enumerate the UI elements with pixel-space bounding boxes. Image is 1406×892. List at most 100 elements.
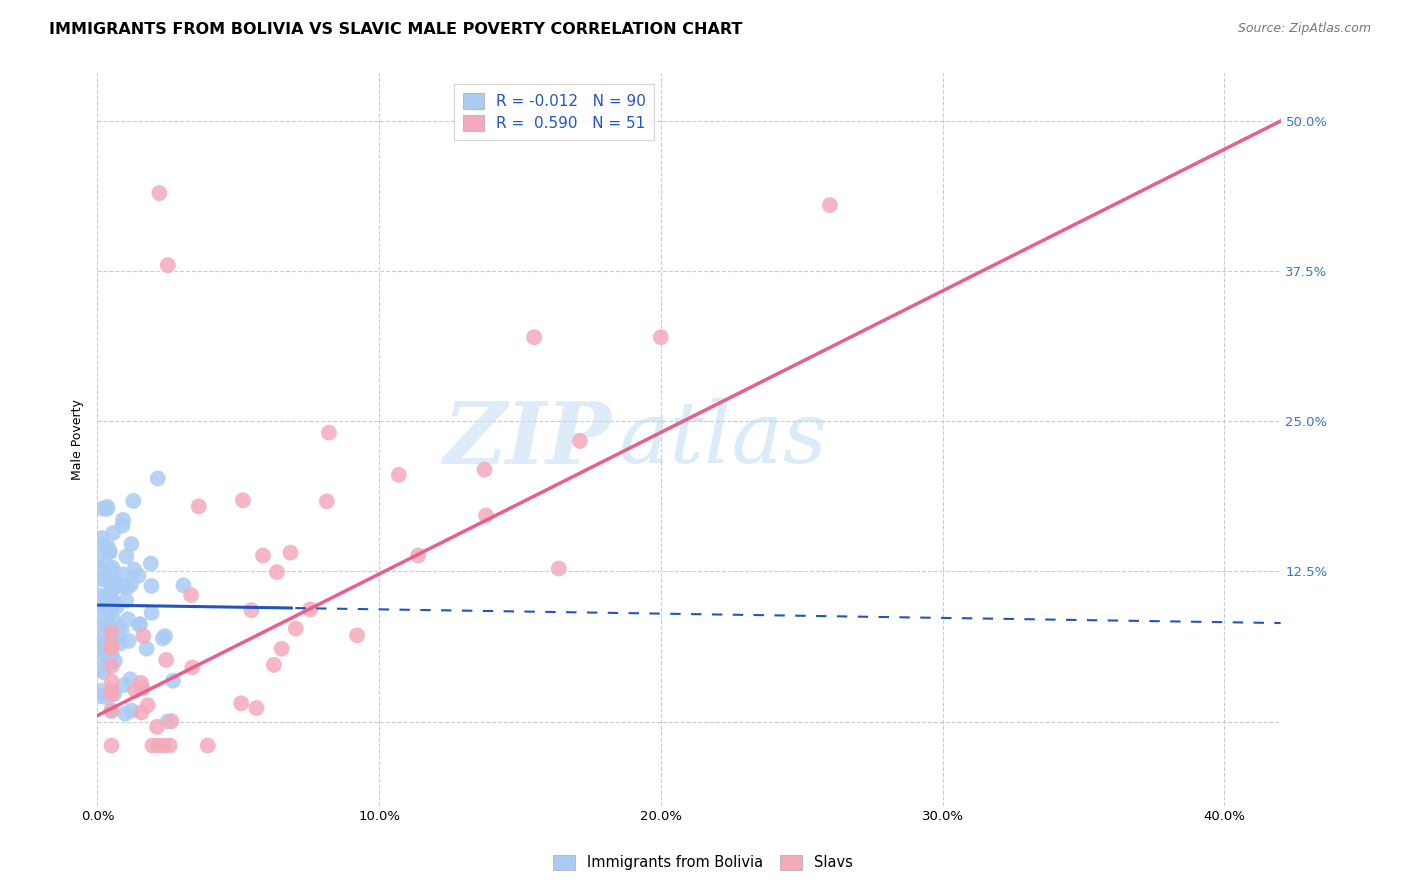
Legend: R = -0.012   N = 90, R =  0.590   N = 51: R = -0.012 N = 90, R = 0.590 N = 51 <box>454 84 654 140</box>
Point <box>523 330 546 344</box>
Legend: Immigrants from Bolivia, Slavs: Immigrants from Bolivia, Slavs <box>546 847 860 878</box>
Point <box>97 540 120 554</box>
Point <box>104 654 127 668</box>
Point <box>818 198 841 212</box>
Point <box>100 687 122 701</box>
Point <box>122 563 145 577</box>
Point <box>128 617 150 632</box>
Point <box>101 560 124 574</box>
Point <box>91 650 114 665</box>
Text: IMMIGRANTS FROM BOLIVIA VS SLAVIC MALE POVERTY CORRELATION CHART: IMMIGRANTS FROM BOLIVIA VS SLAVIC MALE P… <box>49 22 742 37</box>
Point <box>139 557 162 571</box>
Point <box>160 714 183 729</box>
Point <box>100 574 122 588</box>
Point <box>87 588 110 602</box>
Point <box>156 258 179 272</box>
Point <box>103 687 125 701</box>
Point <box>115 549 138 564</box>
Point <box>120 537 142 551</box>
Point <box>101 583 124 598</box>
Point <box>162 673 184 688</box>
Point <box>94 601 117 615</box>
Point <box>103 622 125 636</box>
Point <box>105 599 128 614</box>
Point <box>90 573 112 587</box>
Point <box>91 501 114 516</box>
Point <box>98 545 121 559</box>
Point <box>111 567 134 582</box>
Point <box>231 696 253 710</box>
Point <box>120 673 142 687</box>
Point <box>93 618 115 632</box>
Point <box>94 599 117 614</box>
Point <box>101 648 124 663</box>
Point <box>100 659 122 673</box>
Point <box>124 683 146 698</box>
Point <box>93 665 115 680</box>
Point <box>100 625 122 640</box>
Point <box>252 549 274 563</box>
Point <box>148 739 170 753</box>
Point <box>112 579 135 593</box>
Point <box>101 627 124 641</box>
Point <box>100 641 122 656</box>
Text: atlas: atlas <box>619 398 827 481</box>
Point <box>100 591 122 606</box>
Point <box>141 579 163 593</box>
Point <box>152 739 174 753</box>
Point <box>103 596 125 610</box>
Point <box>96 500 118 514</box>
Point <box>136 698 159 713</box>
Point <box>114 706 136 721</box>
Point <box>98 584 121 599</box>
Point <box>547 561 569 575</box>
Point <box>100 639 122 653</box>
Point <box>100 674 122 689</box>
Point <box>96 690 118 705</box>
Point <box>97 569 120 583</box>
Point <box>568 434 591 448</box>
Point <box>346 628 368 642</box>
Point <box>270 641 292 656</box>
Point <box>93 625 115 640</box>
Point <box>117 612 139 626</box>
Point <box>87 641 110 656</box>
Point <box>98 631 121 645</box>
Point <box>299 602 322 616</box>
Point <box>129 617 152 632</box>
Text: ZIP: ZIP <box>444 398 612 481</box>
Point <box>120 577 142 591</box>
Point <box>117 580 139 594</box>
Point <box>110 624 132 638</box>
Point <box>90 531 112 545</box>
Point <box>108 636 131 650</box>
Point <box>94 557 117 571</box>
Point <box>97 617 120 632</box>
Point <box>475 508 498 523</box>
Point <box>284 622 307 636</box>
Point <box>232 493 254 508</box>
Point <box>100 563 122 577</box>
Point <box>156 714 179 729</box>
Point <box>89 612 111 626</box>
Point <box>315 494 337 508</box>
Point <box>240 603 263 617</box>
Point <box>131 681 153 696</box>
Point <box>115 593 138 607</box>
Point <box>100 638 122 652</box>
Point <box>100 684 122 698</box>
Point <box>107 621 129 635</box>
Point <box>245 701 267 715</box>
Point <box>100 654 122 668</box>
Point <box>474 463 496 477</box>
Point <box>98 605 121 619</box>
Point <box>94 590 117 604</box>
Point <box>159 739 181 753</box>
Point <box>318 425 340 440</box>
Point <box>100 704 122 718</box>
Point <box>155 653 177 667</box>
Point <box>97 649 120 664</box>
Point <box>100 703 122 717</box>
Point <box>263 657 285 672</box>
Point <box>111 518 134 533</box>
